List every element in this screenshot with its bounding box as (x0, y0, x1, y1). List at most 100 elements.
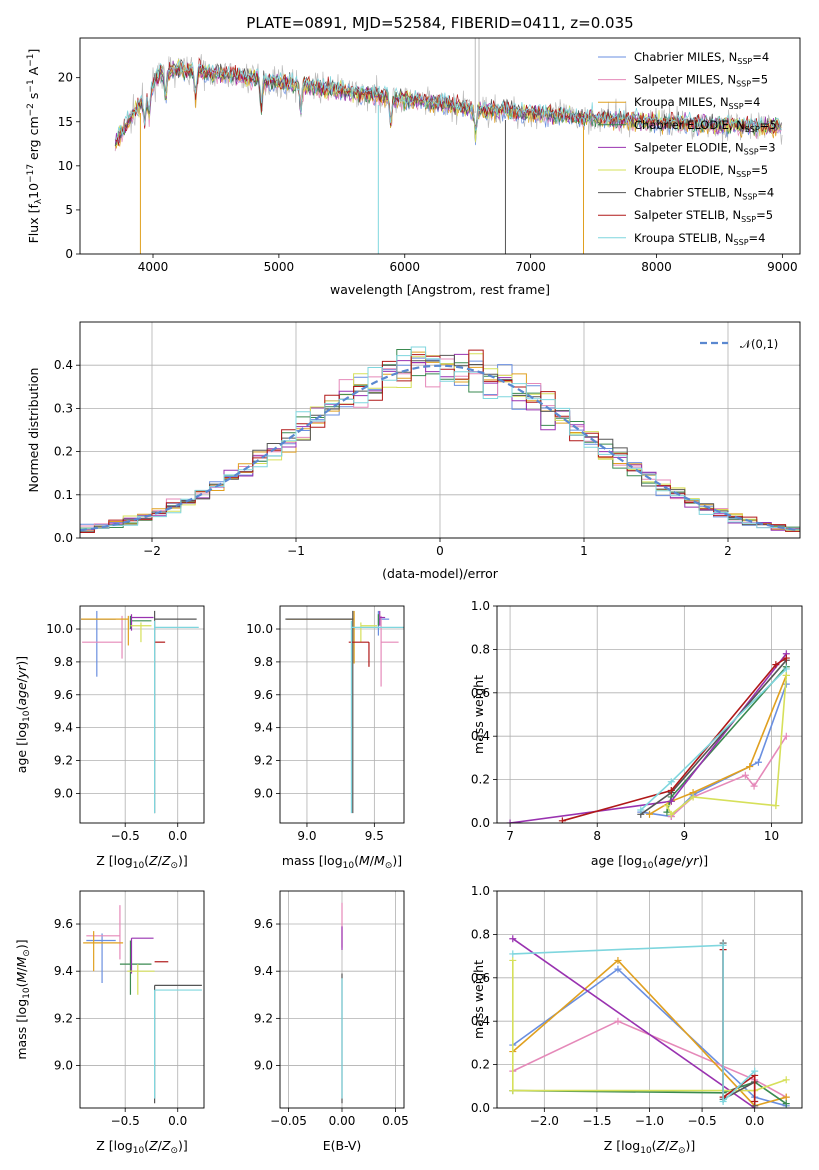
mass-weight-marker (637, 806, 645, 814)
mass-weight-marker (782, 732, 790, 740)
residuals-xtick-label: −1 (287, 544, 305, 558)
legend-entry: 𝒩(0,1) (740, 337, 778, 351)
spectrum-ytick-label: 0 (65, 247, 73, 261)
age-vs-mass-xlabel: mass [log10(M/M⊙)] (282, 853, 402, 871)
weight-vs-age-ytick-label: 0.4 (471, 729, 490, 743)
residuals-ytick-label: 0.4 (54, 358, 73, 372)
mass-weight-marker (646, 810, 653, 818)
mass-weight-marker (667, 778, 675, 786)
mass-vs-Z-ytick-label: 9.6 (54, 917, 73, 931)
age-vs-mass-frame (279, 605, 405, 824)
age-vs-mass-xtick-label: 9.5 (365, 829, 384, 843)
residuals-ytick-label: 0.1 (54, 488, 73, 502)
weight-vs-Z-xtick-label: −1.0 (635, 1114, 664, 1128)
age-vs-Z-ytick-label: 9.8 (54, 655, 73, 669)
age-vs-Z-frame (79, 605, 205, 824)
age-vs-Z-ylabel: age [log10(age/yr)] (14, 656, 32, 773)
mass-vs-EBV-xtick-label: −0.05 (270, 1114, 307, 1128)
legend-entry: Kroupa ELODIE, NSSP=5 (634, 163, 768, 179)
weight-vs-Z-ytick-label: 0.2 (471, 1058, 490, 1072)
weight-vs-Z-ylabel: mass weight (471, 960, 486, 1039)
spectrum-ytick-label: 15 (58, 115, 73, 129)
mass-weight-marker (772, 661, 780, 669)
age-vs-mass-ytick-label: 9.6 (254, 688, 273, 702)
mass-weight-marker (782, 1100, 790, 1108)
mass-weight-line (640, 659, 787, 815)
mass-vs-EBV-ytick-label: 9.6 (254, 917, 273, 931)
age-vs-Z-xtick-label: 0.0 (168, 829, 187, 843)
weight-vs-age-ytick-label: 0.6 (471, 686, 490, 700)
age-vs-mass-xtick-label: 9.0 (297, 829, 316, 843)
mass-weight-marker (614, 965, 622, 973)
weight-vs-Z-xtick-label: −1.5 (582, 1114, 611, 1128)
mass-weight-marker (667, 810, 675, 818)
mass-weight-marker (614, 1017, 622, 1025)
mass-weight-line (512, 959, 787, 1107)
mass-vs-Z-axes: −0.5 0.0 9.0 9.2 9.4 9.6 (54, 890, 205, 1128)
mass-weight-marker (558, 817, 566, 823)
mass-weight-line (512, 944, 756, 1104)
age-vs-mass-ytick-label: 9.8 (254, 655, 273, 669)
mass-vs-EBV-xlabel: E(B-V) (323, 1138, 362, 1153)
mass-vs-Z-frame (79, 890, 205, 1109)
residuals-xtick-label: 0 (436, 544, 444, 558)
weight-vs-Z-ytick-label: 1.0 (471, 884, 490, 898)
age-vs-Z-ytick-label: 9.0 (54, 786, 73, 800)
age-vs-Z-ytick-label: 9.4 (54, 721, 73, 735)
spectrum-model-line (114, 63, 782, 149)
mass-weight-line (666, 666, 787, 813)
weight-vs-Z-xtick-label: −2.0 (530, 1114, 559, 1128)
residuals-xlabel: (data-model)/error (382, 566, 499, 581)
mass-vs-Z-xlabel: Z [log10(Z/Z⊙)] (96, 1138, 188, 1156)
residuals-plot-area (80, 346, 800, 533)
age-vs-Z-xlabel: Z [log10(Z/Z⊙)] (96, 853, 188, 871)
legend-entry: Salpeter STELIB, NSSP=5 (634, 208, 773, 224)
mass-weight-marker (509, 935, 517, 943)
mass-vs-Z-ytick-label: 9.4 (54, 964, 73, 978)
mass-weight-marker (509, 950, 517, 958)
mass-vs-EBV-ytick-label: 9.0 (254, 1059, 273, 1073)
age-vs-mass-ytick-label: 9.4 (254, 721, 273, 735)
legend-entry: Chabrier ELODIE, NSSP=5 (634, 118, 777, 134)
mass-weight-marker (746, 763, 754, 771)
weight-vs-age-xtick-label: 9 (681, 829, 689, 843)
mass-vs-EBV-axes: −0.05 0.00 0.05 9.0 9.2 9.4 9.6 (254, 890, 409, 1128)
mass-weight-marker (689, 793, 697, 801)
residuals-legend: 𝒩(0,1) (700, 337, 778, 351)
mass-vs-Z-ytick-label: 9.0 (54, 1059, 73, 1073)
spectrum-plot-area (114, 38, 783, 254)
mass-weight-line (562, 657, 787, 822)
spectrum-xtick-label: 5000 (264, 260, 295, 274)
mass-weight-marker (667, 786, 675, 794)
age-vs-mass-ytick-label: 9.2 (254, 754, 273, 768)
mass-weight-marker (719, 941, 727, 949)
age-vs-Z-xtick-label: −0.5 (111, 829, 140, 843)
residuals-ytick-label: 0.2 (54, 445, 73, 459)
mass-vs-EBV-ytick-label: 9.2 (254, 1011, 273, 1025)
residuals-xtick-label: 1 (580, 544, 588, 558)
weight-vs-age-ylabel: mass weight (471, 675, 486, 754)
age-vs-mass-axes: 9.0 9.5 9.0 9.2 9.4 9.6 9.8 10.0 (246, 605, 405, 843)
weight-vs-Z-ytick-label: 0.8 (471, 927, 490, 941)
weight-vs-Z-ytick-label: 0.4 (471, 1014, 490, 1028)
spectrum-ytick-label: 20 (58, 71, 73, 85)
spectrum-ylabel: Flux [fλ10−17 erg cm−2 s−1 A−1] (26, 49, 44, 244)
spectrum-xtick-label: 7000 (515, 260, 546, 274)
mass-weight-line (511, 960, 787, 1092)
residuals-ytick-label: 0.0 (54, 531, 73, 545)
weight-vs-age-xtick-label: 10 (764, 829, 779, 843)
mass-weight-marker (663, 802, 671, 810)
mass-weight-marker (782, 1093, 790, 1101)
residuals-axes: −2 −1 0 1 2 0.0 0.1 0.2 0.3 0.4 (54, 321, 801, 558)
legend-entry: Salpeter ELODIE, NSSP=3 (634, 140, 776, 156)
weight-vs-Z-ytick-label: 0.0 (471, 1101, 490, 1115)
weight-vs-age-ytick-label: 0.8 (471, 642, 490, 656)
weight-vs-age-xlabel: age [log10(age/yr)] (591, 853, 708, 871)
weight-vs-Z-xlabel: Z [log10(Z/Z⊙)] (604, 1138, 696, 1156)
spectrum-xlabel: wavelength [Angstrom, rest frame] (330, 282, 550, 297)
mass-weight-marker (741, 771, 749, 779)
mass-weight-marker (754, 758, 762, 766)
mass-weight-marker (719, 1097, 727, 1105)
mass-weight-marker (751, 1097, 759, 1105)
legend-entry: Kroupa MILES, NSSP=4 (634, 95, 760, 111)
